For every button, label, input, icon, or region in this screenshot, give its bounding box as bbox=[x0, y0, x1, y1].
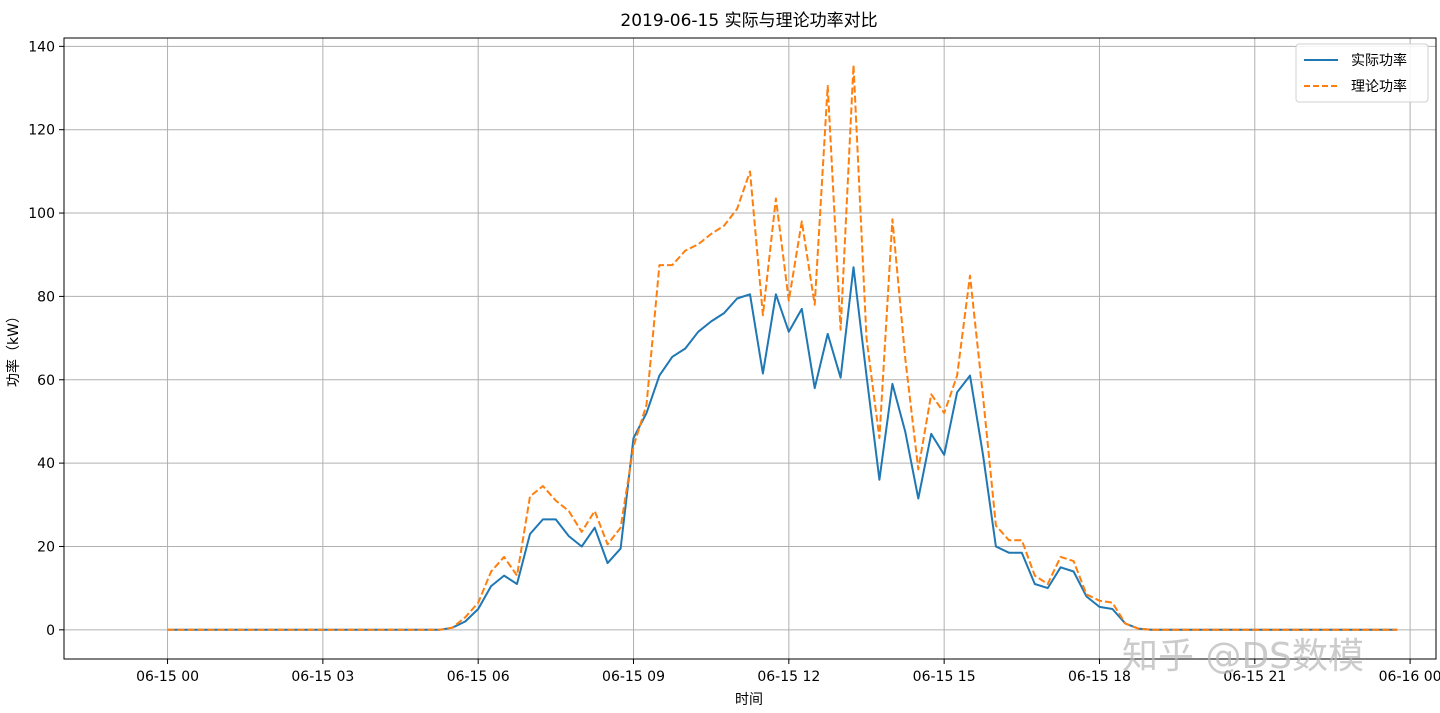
chart-title: 2019-06-15 实际与理论功率对比 bbox=[620, 11, 877, 31]
series-line-theory bbox=[167, 64, 1398, 631]
x-tick-label: 06-15 12 bbox=[757, 669, 820, 685]
y-axis-label: 功率（kW） bbox=[5, 309, 22, 387]
legend-label-actual: 实际功率 bbox=[1351, 52, 1407, 69]
watermark: 知乎 @DS数模 bbox=[1122, 636, 1364, 677]
series-group bbox=[167, 64, 1398, 631]
x-tick-label: 06-15 21 bbox=[1223, 669, 1286, 685]
y-tick-label: 40 bbox=[37, 456, 55, 472]
x-tick-label: 06-15 15 bbox=[913, 669, 976, 685]
x-tick-label: 06-15 18 bbox=[1068, 669, 1131, 685]
x-tick-label: 06-15 00 bbox=[136, 669, 199, 685]
plot-frame bbox=[63, 37, 1437, 660]
legend: 实际功率 理论功率 bbox=[1295, 43, 1429, 103]
y-tick-label: 0 bbox=[46, 623, 55, 639]
x-tick-label: 06-16 00 bbox=[1379, 669, 1440, 685]
legend-label-theory: 理论功率 bbox=[1351, 78, 1407, 95]
x-axis-label: 时间 bbox=[735, 692, 763, 708]
y-tick-label: 60 bbox=[37, 373, 55, 389]
y-tick-label: 80 bbox=[37, 289, 55, 305]
x-tick-label: 06-15 06 bbox=[447, 669, 510, 685]
y-axis-ticks: 0 20 40 60 80 100 120 140 bbox=[28, 39, 64, 639]
y-tick-label: 20 bbox=[37, 539, 55, 555]
y-tick-label: 120 bbox=[28, 123, 55, 139]
x-tick-label: 06-15 03 bbox=[291, 669, 354, 685]
y-tick-label: 140 bbox=[28, 39, 55, 55]
series-line-actual bbox=[167, 266, 1398, 631]
x-axis-ticks: 06-15 00 06-15 03 06-15 06 06-15 09 06-15 12… bbox=[136, 659, 1440, 685]
y-tick-label: 100 bbox=[28, 206, 55, 222]
legend-box bbox=[1295, 43, 1429, 103]
grid-lines bbox=[64, 38, 1436, 659]
x-tick-label: 06-15 09 bbox=[602, 669, 665, 685]
